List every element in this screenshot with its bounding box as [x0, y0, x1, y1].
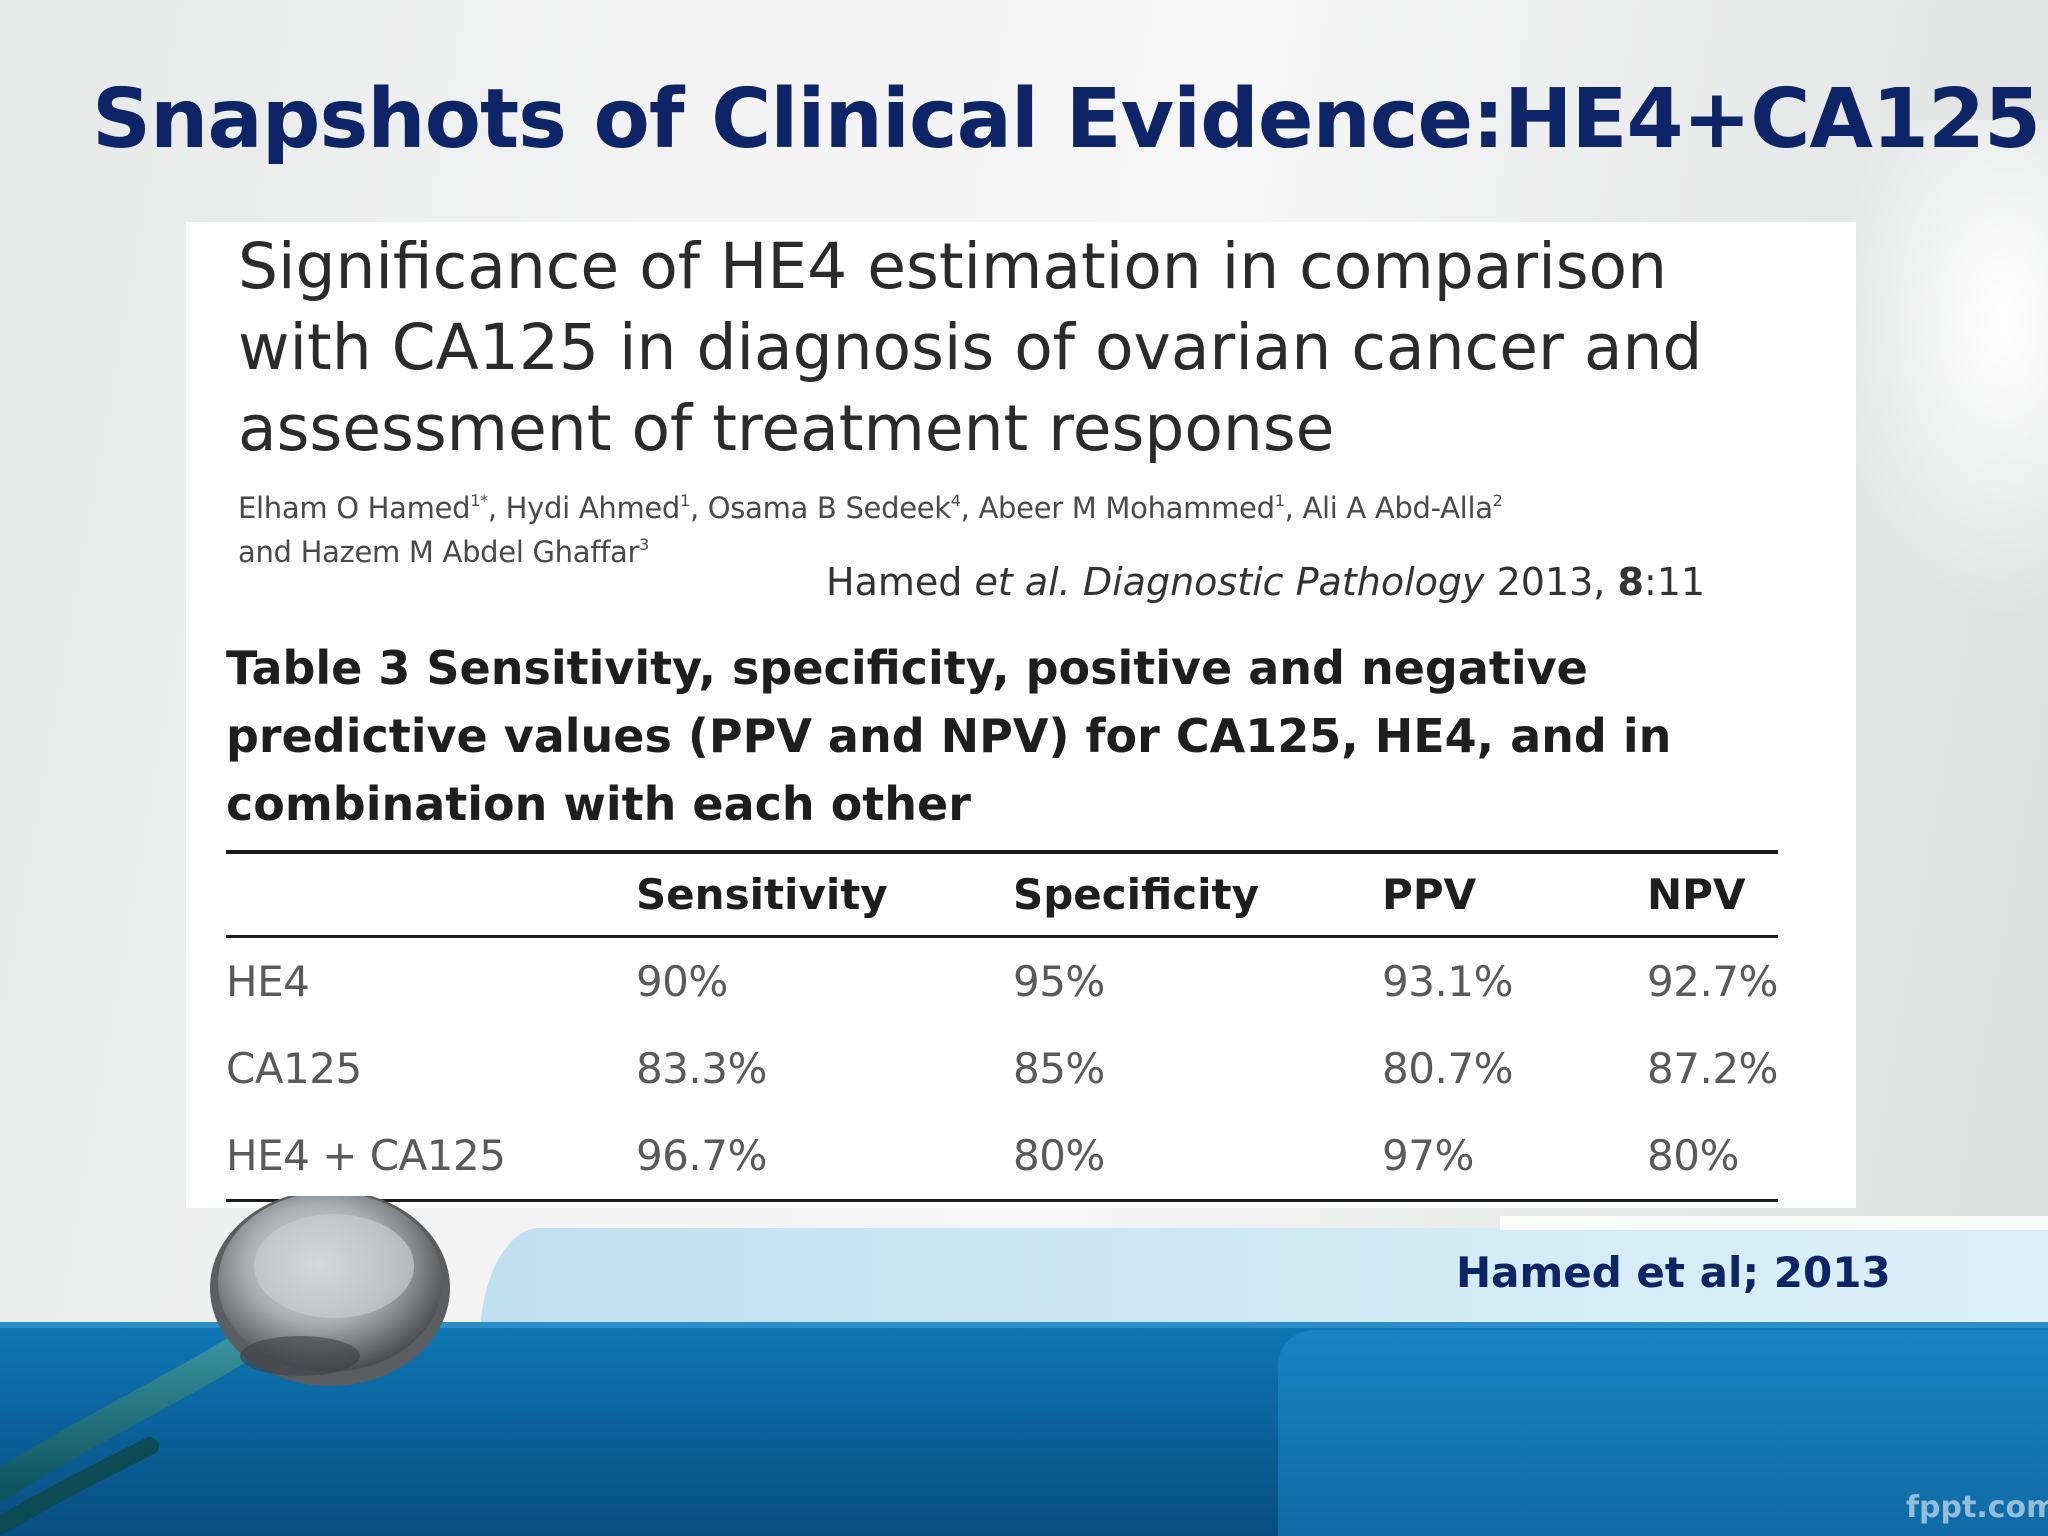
author-separator: ,: [689, 491, 708, 525]
row-label: HE4: [226, 957, 310, 1006]
author-affiliation: 2: [1492, 491, 1503, 510]
slide-title: Snapshots of Clinical Evidence:HE4+CA125: [92, 72, 2041, 167]
table-cell: 83.3%: [635, 1044, 767, 1093]
author-separator: ,: [1284, 491, 1303, 525]
footer-citation: Hamed et al; 2013: [1456, 1248, 1891, 1297]
citation-journal: Diagnostic Pathology: [1082, 560, 1485, 604]
author-affiliation: 4: [950, 491, 961, 510]
citation-volume: 8: [1617, 560, 1644, 604]
citation-etal: et al.: [974, 560, 1071, 604]
author-separator: ,: [487, 491, 506, 525]
author-affiliation: 3: [639, 535, 650, 554]
row-label: HE4 + CA125: [226, 1131, 506, 1180]
column-header: [226, 852, 636, 937]
author-list: Elham O Hamed1*, Hydi Ahmed1, Osama B Se…: [238, 486, 1738, 574]
author-name: Osama B Sedeek: [707, 491, 951, 525]
footer-highlight-strip: [1500, 1216, 2048, 1230]
citation-year: 2013,: [1496, 560, 1606, 604]
table-cell: 90%: [635, 957, 728, 1006]
column-header: NPV: [1647, 870, 1746, 919]
table-cell: 87.2%: [1647, 1044, 1778, 1093]
citation-author: Hamed: [826, 560, 963, 604]
table-cell: 92.7%: [1647, 957, 1778, 1006]
background-highlight: [1828, 120, 2048, 620]
paper-title-line: with CA125 in diagnosis of ovarian cance…: [238, 311, 1703, 384]
table-cell: 80%: [1647, 1131, 1739, 1180]
table-cell: 85%: [1012, 1044, 1105, 1093]
author-name: and Hazem M Abdel Ghaffar: [238, 535, 640, 569]
table-cell: 80.7%: [1382, 1044, 1513, 1093]
journal-citation: Hamed et al. Diagnostic Pathology 2013, …: [826, 560, 1705, 604]
table-cell: 97%: [1382, 1131, 1474, 1180]
table-caption: Table 3 Sensitivity, specificity, positi…: [226, 641, 1672, 831]
author-name: Abeer M Mohammed: [978, 491, 1275, 525]
table-row: CA125 83.3% 85% 80.7% 87.2%: [226, 1025, 1778, 1112]
author-affiliation: 1: [1274, 491, 1285, 510]
stethoscope-icon: [0, 1196, 450, 1535]
table-row: HE4 + CA125 96.7% 80% 97% 80%: [226, 1112, 1778, 1201]
table-row: HE4 90% 95% 93.1% 92.7%: [226, 937, 1778, 1026]
column-header: PPV: [1382, 870, 1477, 919]
author-name: Ali A Abd-Alla: [1302, 491, 1493, 525]
author-affiliation: 1: [680, 491, 690, 510]
footer-pale-band: [480, 1228, 2048, 1340]
watermark: fppt.com: [1906, 1490, 2048, 1525]
author-affiliation: 1*: [470, 491, 488, 510]
table-cell: 80%: [1012, 1131, 1105, 1180]
table-cell: 96.7%: [635, 1131, 767, 1180]
footer-blue-panel: [1278, 1330, 2048, 1536]
paper-title-line: assessment of treatment response: [238, 392, 1335, 465]
citation-article: :11: [1643, 560, 1706, 604]
author-name: Hydi Ahmed: [505, 491, 681, 525]
author-name: Elham O Hamed: [238, 491, 471, 525]
paper-excerpt: Significance of HE4 estimation in compar…: [186, 222, 1856, 1208]
paper-title: Significance of HE4 estimation in compar…: [238, 226, 1838, 469]
column-header: Sensitivity: [635, 870, 888, 919]
row-label: CA125: [226, 1044, 362, 1093]
table-cell: 93.1%: [1382, 957, 1513, 1006]
table-header-row: Sensitivity Specificity PPV NPV: [226, 852, 1778, 937]
paper-title-line: Significance of HE4 estimation in compar…: [238, 230, 1668, 303]
column-header: Specificity: [1012, 870, 1259, 919]
results-table: Sensitivity Specificity PPV NPV HE4 90% …: [226, 850, 1778, 1202]
footer-blue-edge: [0, 1322, 2048, 1328]
author-separator: ,: [960, 491, 979, 525]
table-cell: 95%: [1012, 957, 1105, 1006]
